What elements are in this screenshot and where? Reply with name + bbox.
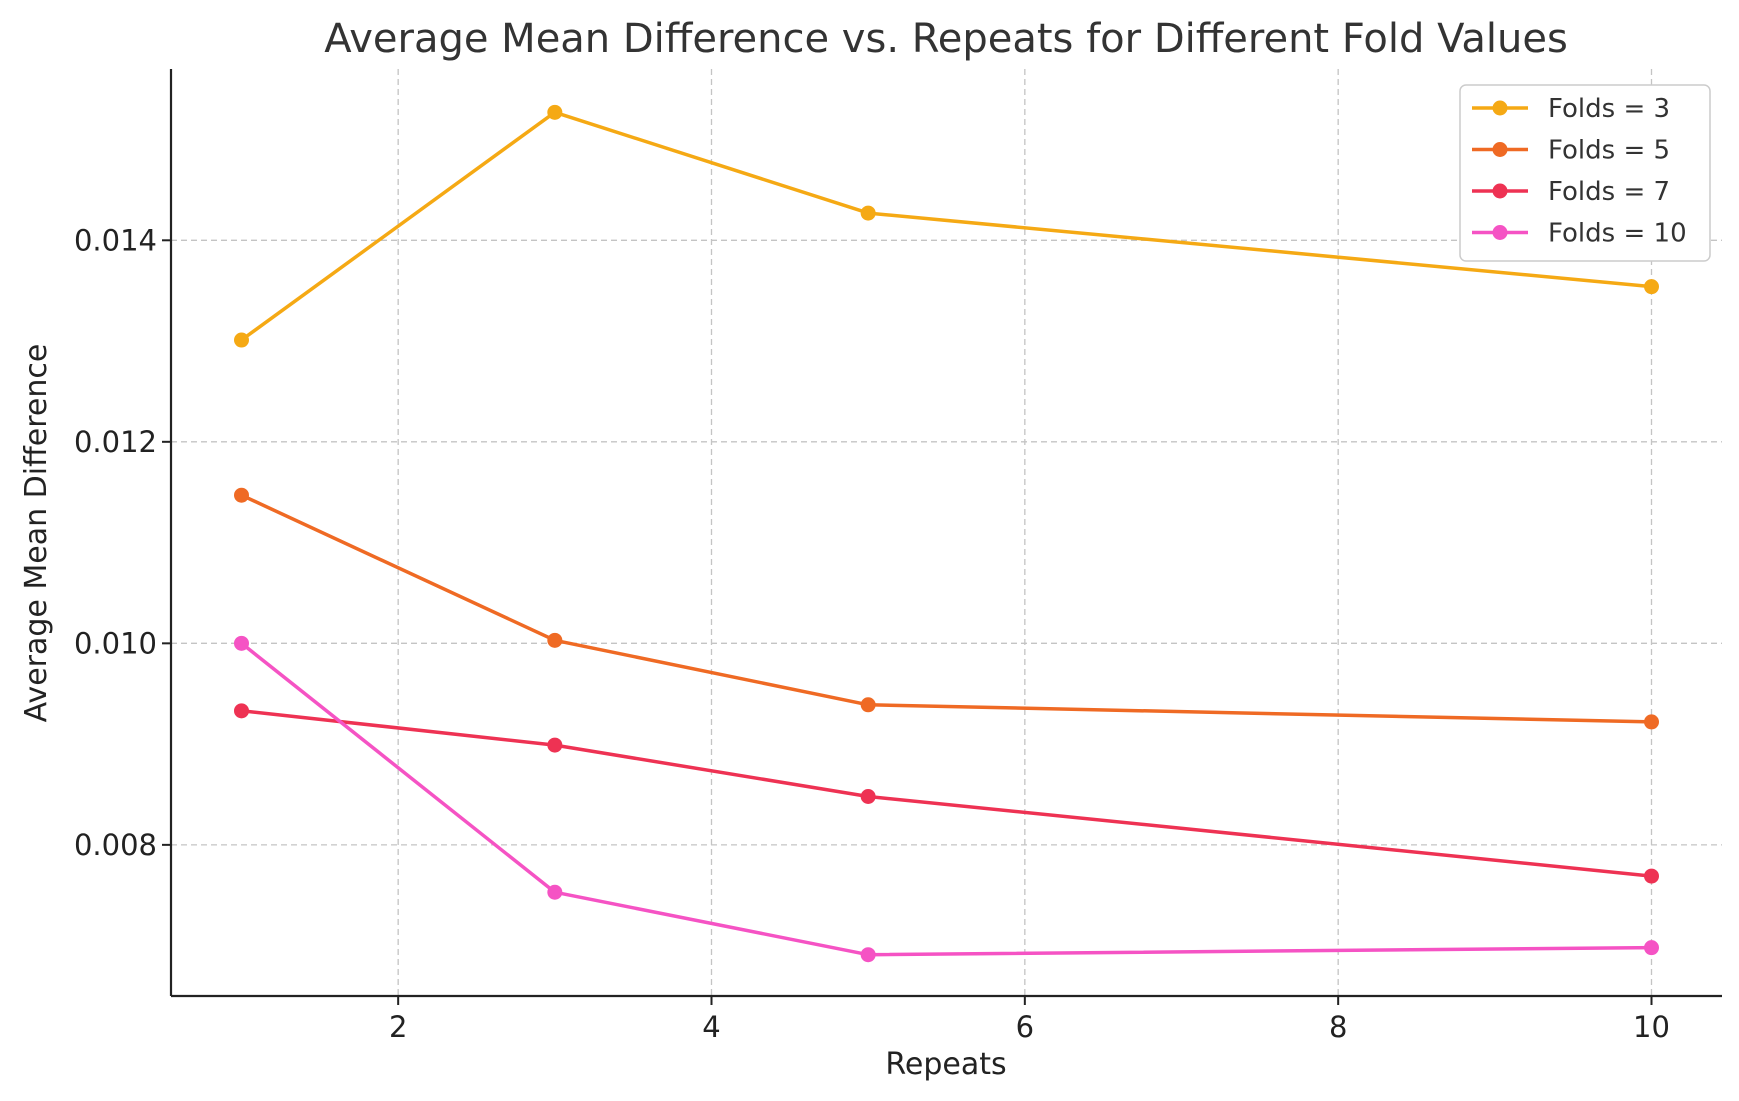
y-ticks: 0.008 0.010 0.012 0.014 [74,223,171,862]
legend-label: Folds = 7 [1548,177,1670,207]
data-point [234,332,249,348]
series-line [240,641,1652,957]
y-axis-label: Average Mean Difference [19,344,54,723]
y-tick-label: 0.008 [74,828,157,862]
data-point [547,737,563,753]
x-tick-label: 2 [389,1010,407,1044]
y-tick-label: 0.014 [74,223,157,257]
data-point [860,697,876,713]
x-tick-label: 6 [1016,1010,1034,1044]
y-tick-label: 0.010 [74,626,157,660]
data-point [860,788,876,804]
data-point [234,487,249,503]
legend-marker [1492,142,1508,157]
series-line [240,493,1652,724]
data-point [547,884,563,900]
legend-item: Folds = 5 [1472,136,1670,166]
legend-label: Folds = 5 [1548,136,1670,166]
chart-title: Average Mean Difference vs. Repeats for … [324,16,1568,62]
legend-item: Folds = 7 [1472,177,1670,207]
x-tick-label: 4 [702,1010,720,1044]
x-tick-label: 10 [1633,1010,1670,1044]
grid-layer [171,69,1722,996]
legend-label: Folds = 3 [1548,94,1670,124]
series-line [241,709,1652,878]
series-line [240,110,1652,342]
series-1 [234,104,1659,348]
data-point [1644,714,1659,730]
data-point [547,104,563,120]
data-point [1644,279,1659,295]
legend-item: Folds = 3 [1472,94,1670,124]
data-point [234,635,249,651]
legend-label: Folds = 10 [1548,219,1687,249]
data-point [1644,868,1659,884]
x-tick-label: 8 [1329,1010,1347,1044]
legend-box [1459,84,1711,262]
y-tick-label: 0.012 [74,425,157,459]
series-3 [234,703,1659,884]
data-point [1644,940,1659,956]
data-point [547,632,563,648]
legend-marker [1492,225,1508,240]
legend: Folds = 3 Folds = 5 Folds = 7 Folds = 10 [1459,84,1711,262]
series-layer [234,104,1659,963]
data-point [860,205,876,221]
legend-marker [1492,183,1508,199]
x-ticks: 2 4 6 8 10 [389,996,1670,1044]
series-2 [234,487,1659,730]
data-point [860,947,876,963]
axes-layer [169,69,1722,998]
series-4 [234,635,1659,963]
legend-item: Folds = 10 [1472,219,1687,249]
data-point [234,703,249,719]
legend-marker [1492,100,1508,116]
x-axis-label: Repeats [885,1047,1006,1082]
